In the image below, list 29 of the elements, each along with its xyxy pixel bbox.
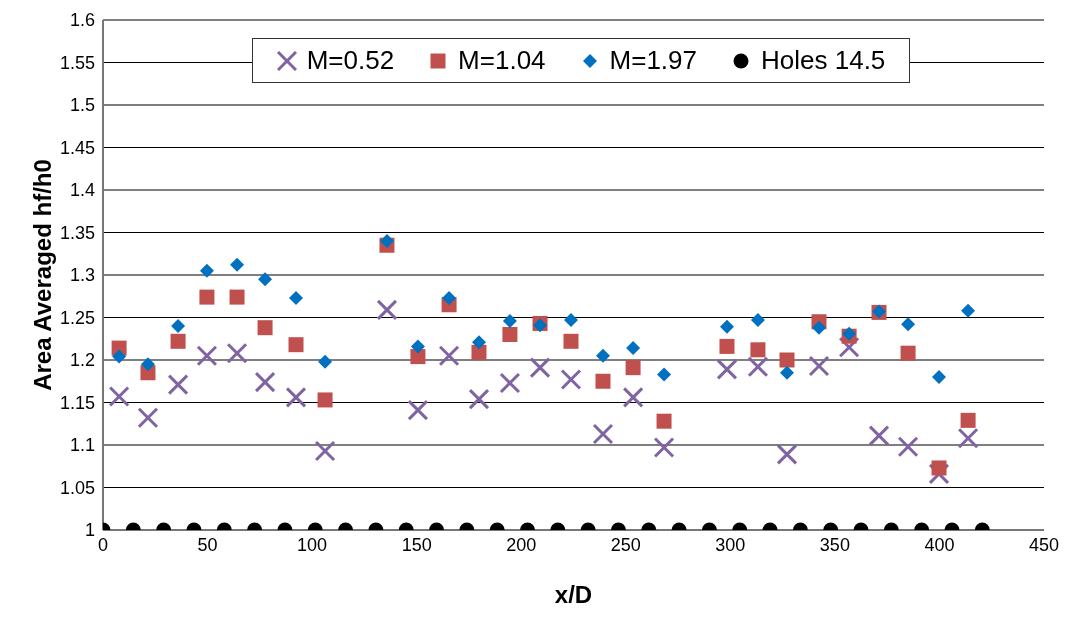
x-tick-label: 400 bbox=[924, 534, 955, 555]
x-tick-label: 100 bbox=[297, 534, 328, 555]
legend-label: M=0.52 bbox=[306, 45, 395, 76]
y-tick-label: 1.2 bbox=[69, 350, 95, 371]
y-tick-label: 1.15 bbox=[59, 392, 95, 413]
y-tick-label: 1.5 bbox=[69, 95, 95, 116]
y-tick-label: 1.25 bbox=[59, 307, 95, 328]
x-tick-label: 350 bbox=[819, 534, 850, 555]
x-tick-label: 0 bbox=[97, 534, 109, 555]
x-axis-title: x/D bbox=[554, 581, 593, 609]
y-tick-label: 1.45 bbox=[59, 137, 95, 158]
y-tick-label: 1.55 bbox=[59, 52, 95, 73]
x-tick-label: 300 bbox=[715, 534, 746, 555]
y-tick-label: 1.1 bbox=[69, 435, 95, 456]
legend-label: Holes 14.5 bbox=[761, 45, 886, 76]
legend-label: M=1.97 bbox=[609, 45, 698, 76]
y-tick-label: 1.05 bbox=[59, 477, 95, 498]
x-tick-label: 250 bbox=[610, 534, 641, 555]
legend-label: M=1.04 bbox=[458, 45, 546, 76]
x-tick-label: 50 bbox=[197, 534, 218, 555]
y-tick-label: 1.4 bbox=[69, 180, 95, 201]
y-tick-label: 1 bbox=[84, 520, 95, 541]
y-axis-title: Area Averaged hf/h0 bbox=[28, 159, 56, 391]
x-tick-label: 450 bbox=[1028, 534, 1060, 555]
y-tick-label: 1.6 bbox=[69, 10, 95, 31]
y-tick-label: 1.35 bbox=[59, 222, 95, 243]
y-tick-label: 1.3 bbox=[69, 265, 95, 286]
x-tick-label: 150 bbox=[401, 534, 432, 555]
x-tick-label: 200 bbox=[506, 534, 537, 555]
